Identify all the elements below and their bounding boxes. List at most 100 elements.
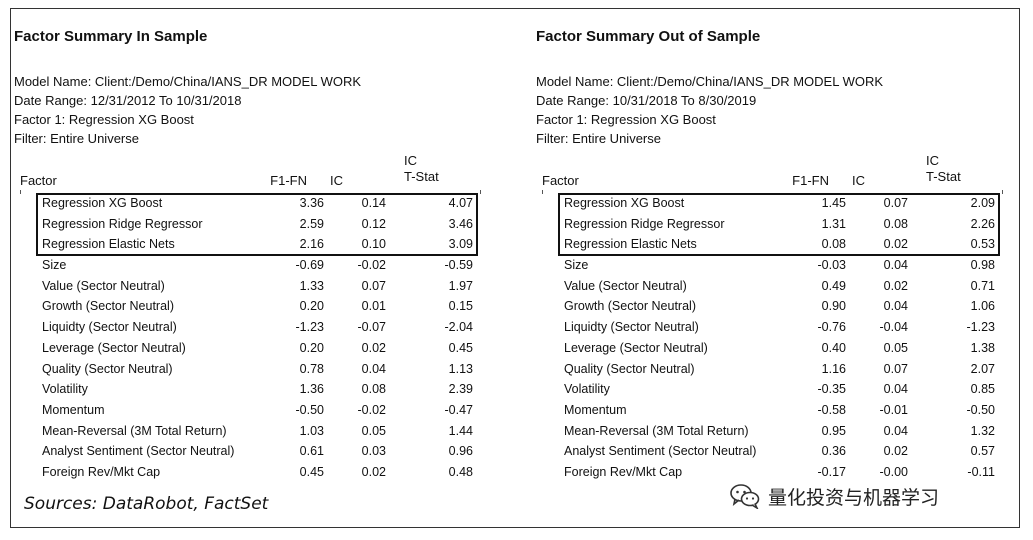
header-icts-bottom: T-Stat (926, 169, 961, 184)
ic-cell: 0.12 (361, 216, 386, 231)
table-row: Value (Sector Neutral) 1.33 0.07 1.97 (14, 276, 484, 297)
ic-cell: -0.01 (879, 402, 909, 417)
table-row: Regression Ridge Regressor 2.59 0.12 3.46 (14, 214, 484, 235)
factor-name-cell: Leverage (Sector Neutral) (564, 340, 708, 355)
table-row: Leverage (Sector Neutral) 0.20 0.02 0.45 (14, 338, 484, 359)
factor-table: Regression XG Boost 1.45 0.07 2.09 Regressio… (536, 193, 1006, 483)
table-row: Momentum -0.58 -0.01 -0.50 (536, 400, 1006, 421)
table-row: Foreign Rev/Mkt Cap -0.17 -0.00 -0.11 (536, 462, 1006, 483)
icts-cell: -0.50 (966, 402, 996, 417)
table-row: Growth (Sector Neutral) 0.20 0.01 0.15 (14, 296, 484, 317)
highlight-box (36, 193, 478, 256)
icts-cell: 0.98 (970, 258, 995, 273)
f1fn-cell: 2.16 (299, 237, 324, 252)
factor-name-cell: Analyst Sentiment (Sector Neutral) (42, 444, 235, 459)
ic-cell: 0.10 (361, 237, 386, 252)
factor-name-cell: Volatility (42, 382, 88, 397)
ic-cell: -0.04 (879, 320, 909, 335)
source-note: Sources: DataRobot, FactSet (24, 494, 269, 514)
table-row: Volatility 1.36 0.08 2.39 (14, 379, 484, 400)
icts-cell: 2.26 (970, 216, 995, 231)
icts-cell: 4.07 (448, 196, 473, 210)
header-tick (480, 190, 485, 194)
ic-cell: 0.04 (883, 258, 908, 273)
f1fn-cell: 3.36 (299, 196, 324, 210)
ic-cell: 0.03 (361, 444, 386, 459)
ic-cell: -0.02 (357, 402, 387, 417)
panel-meta: Model Name: Client:/Demo/China/IANS_DR M… (536, 72, 883, 148)
f1fn-cell: 0.45 (299, 464, 324, 479)
ic-cell: 0.08 (883, 216, 908, 231)
factor-name-cell: Regression Elastic Nets (564, 237, 697, 252)
icts-cell: 0.71 (970, 278, 995, 293)
factor-name-cell: Value (Sector Neutral) (564, 278, 687, 293)
f1fn-cell: 1.03 (299, 423, 324, 438)
date-range: Date Range: 10/31/2018 To 8/30/2019 (536, 93, 757, 108)
header-factor: Factor (20, 173, 57, 188)
ic-cell: -0.00 (879, 464, 909, 479)
panel-meta: Model Name: Client:/Demo/China/IANS_DR M… (14, 72, 361, 148)
f1fn-cell: 0.36 (821, 444, 846, 459)
f1fn-cell: 1.31 (821, 216, 846, 231)
ic-cell: 0.07 (361, 278, 386, 293)
f1fn-cell: 0.61 (299, 444, 324, 459)
ic-cell: 0.02 (361, 464, 386, 479)
f1fn-cell: -0.58 (817, 402, 847, 417)
header-tick (20, 190, 25, 194)
icts-cell: 1.38 (970, 340, 995, 355)
table-row: Liquidty (Sector Neutral) -0.76 -0.04 -1.23 (536, 317, 1006, 338)
f1fn-cell: 0.78 (299, 361, 324, 376)
ic-cell: -0.02 (357, 258, 387, 273)
icts-cell: 2.07 (970, 361, 995, 376)
table-row: Mean-Reversal (3M Total Return) 0.95 0.04 1… (536, 421, 1006, 442)
factor-name-cell: Foreign Rev/Mkt Cap (564, 464, 683, 479)
icts-cell: 0.48 (448, 464, 473, 479)
table-row: Regression Elastic Nets 0.08 0.02 0.53 (536, 234, 1006, 255)
table-row: Quality (Sector Neutral) 0.78 0.04 1.13 (14, 359, 484, 380)
factor-name-cell: Regression Ridge Regressor (564, 216, 725, 231)
factor-name-cell: Regression Ridge Regressor (42, 216, 203, 231)
table-row: Size -0.69 -0.02 -0.59 (14, 255, 484, 276)
table-row: Regression Ridge Regressor 1.31 0.08 2.26 (536, 214, 1006, 235)
factor-name-cell: Volatility (564, 382, 610, 397)
table-row: Leverage (Sector Neutral) 0.40 0.05 1.38 (536, 338, 1006, 359)
icts-cell: 0.57 (970, 444, 995, 459)
icts-cell: 1.44 (448, 423, 473, 438)
icts-cell: 0.15 (448, 299, 473, 314)
f1fn-cell: 1.36 (299, 382, 324, 397)
f1fn-cell: 1.33 (299, 278, 324, 293)
f1fn-cell: 2.59 (299, 216, 324, 231)
f1fn-cell: 1.16 (821, 361, 846, 376)
factor-name-cell: Mean-Reversal (3M Total Return) (564, 423, 749, 438)
header-icts-bottom: T-Stat (404, 169, 439, 184)
f1fn-cell: -0.69 (295, 258, 325, 273)
ic-cell: 0.02 (883, 444, 908, 459)
f1fn-cell: -1.23 (295, 320, 325, 335)
table-row: Foreign Rev/Mkt Cap 0.45 0.02 0.48 (14, 462, 484, 483)
icts-cell: 0.53 (970, 237, 995, 252)
icts-cell: -2.04 (444, 320, 474, 335)
factor-name-cell: Value (Sector Neutral) (42, 278, 165, 293)
factor-name-cell: Liquidty (Sector Neutral) (42, 320, 177, 335)
f1fn-cell: 0.20 (299, 340, 324, 355)
f1fn-cell: -0.17 (817, 464, 847, 479)
table-row: Regression Elastic Nets 2.16 0.10 3.09 (14, 234, 484, 255)
header-factor: Factor (542, 173, 579, 188)
f1fn-cell: 0.08 (821, 237, 846, 252)
icts-cell: 1.97 (448, 278, 473, 293)
watermark-text: 量化投资与机器学习 (768, 487, 940, 509)
factor-name-cell: Liquidty (Sector Neutral) (564, 320, 699, 335)
factor-name-cell: Analyst Sentiment (Sector Neutral) (564, 444, 757, 459)
icts-cell: -0.47 (444, 402, 474, 417)
watermark: 量化投资与机器学习 (730, 480, 939, 512)
ic-cell: 0.07 (883, 361, 908, 376)
filter: Filter: Entire Universe (536, 131, 661, 146)
factor-name-cell: Growth (Sector Neutral) (42, 299, 174, 314)
ic-cell: 0.02 (361, 340, 386, 355)
f1fn-cell: -0.50 (295, 402, 325, 417)
factor-name-cell: Momentum (564, 402, 627, 417)
factor-table: Regression XG Boost 3.36 0.14 4.07 Regressio… (14, 193, 484, 483)
ic-cell: 0.14 (361, 196, 386, 210)
f1fn-cell: -0.03 (817, 258, 847, 273)
ic-cell: 0.08 (361, 382, 386, 397)
